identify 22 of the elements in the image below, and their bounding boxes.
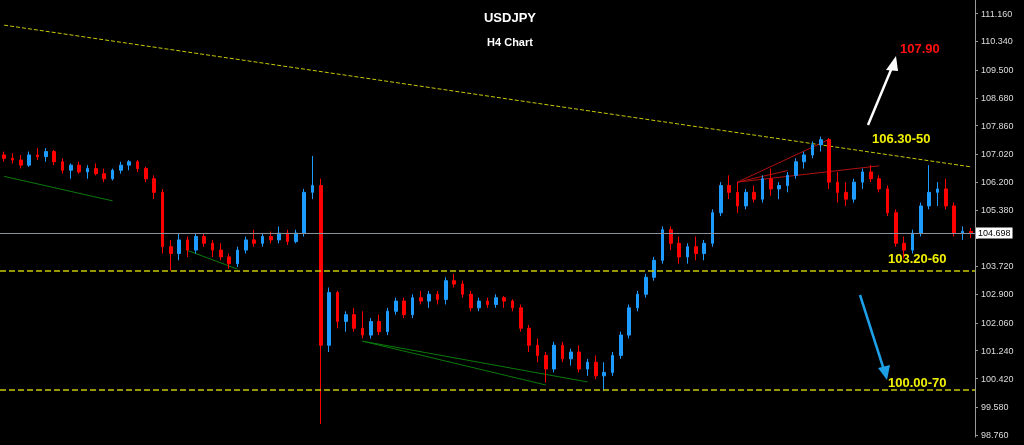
text: H4 Chart <box>487 35 534 48</box>
y-tick-label: 102.060 <box>981 317 1014 328</box>
ref-line-label: 104.698 <box>978 228 1011 239</box>
y-tick-label: 105.380 <box>981 205 1014 215</box>
y-tick-label: 109.500 <box>981 65 1014 75</box>
y-tick-label: 108.680 <box>981 92 1014 103</box>
y-tick-label: 99.580 <box>981 402 1009 413</box>
annotation: 103.20-60 <box>888 251 947 266</box>
text: USDJPY <box>483 10 537 25</box>
y-tick-label: 111.160 <box>981 8 1013 19</box>
y-tick-label: 103.720 <box>981 261 1014 272</box>
y-tick-label: 106.200 <box>981 177 1014 188</box>
annotation: 107.90 <box>900 41 940 56</box>
y-tick-label: 98.760 <box>981 429 1009 440</box>
y-tick-label: 107.020 <box>981 149 1014 160</box>
y-tick-label: 107.860 <box>981 120 1014 131</box>
y-tick-label: 110.340 <box>981 36 1013 47</box>
y-tick-label: 100.420 <box>981 373 1014 384</box>
annotation: 100.00-70 <box>888 375 947 390</box>
y-tick-label: 101.240 <box>981 345 1014 356</box>
y-tick-label: 102.900 <box>981 289 1014 300</box>
annotation: 106.30-50 <box>872 131 931 146</box>
